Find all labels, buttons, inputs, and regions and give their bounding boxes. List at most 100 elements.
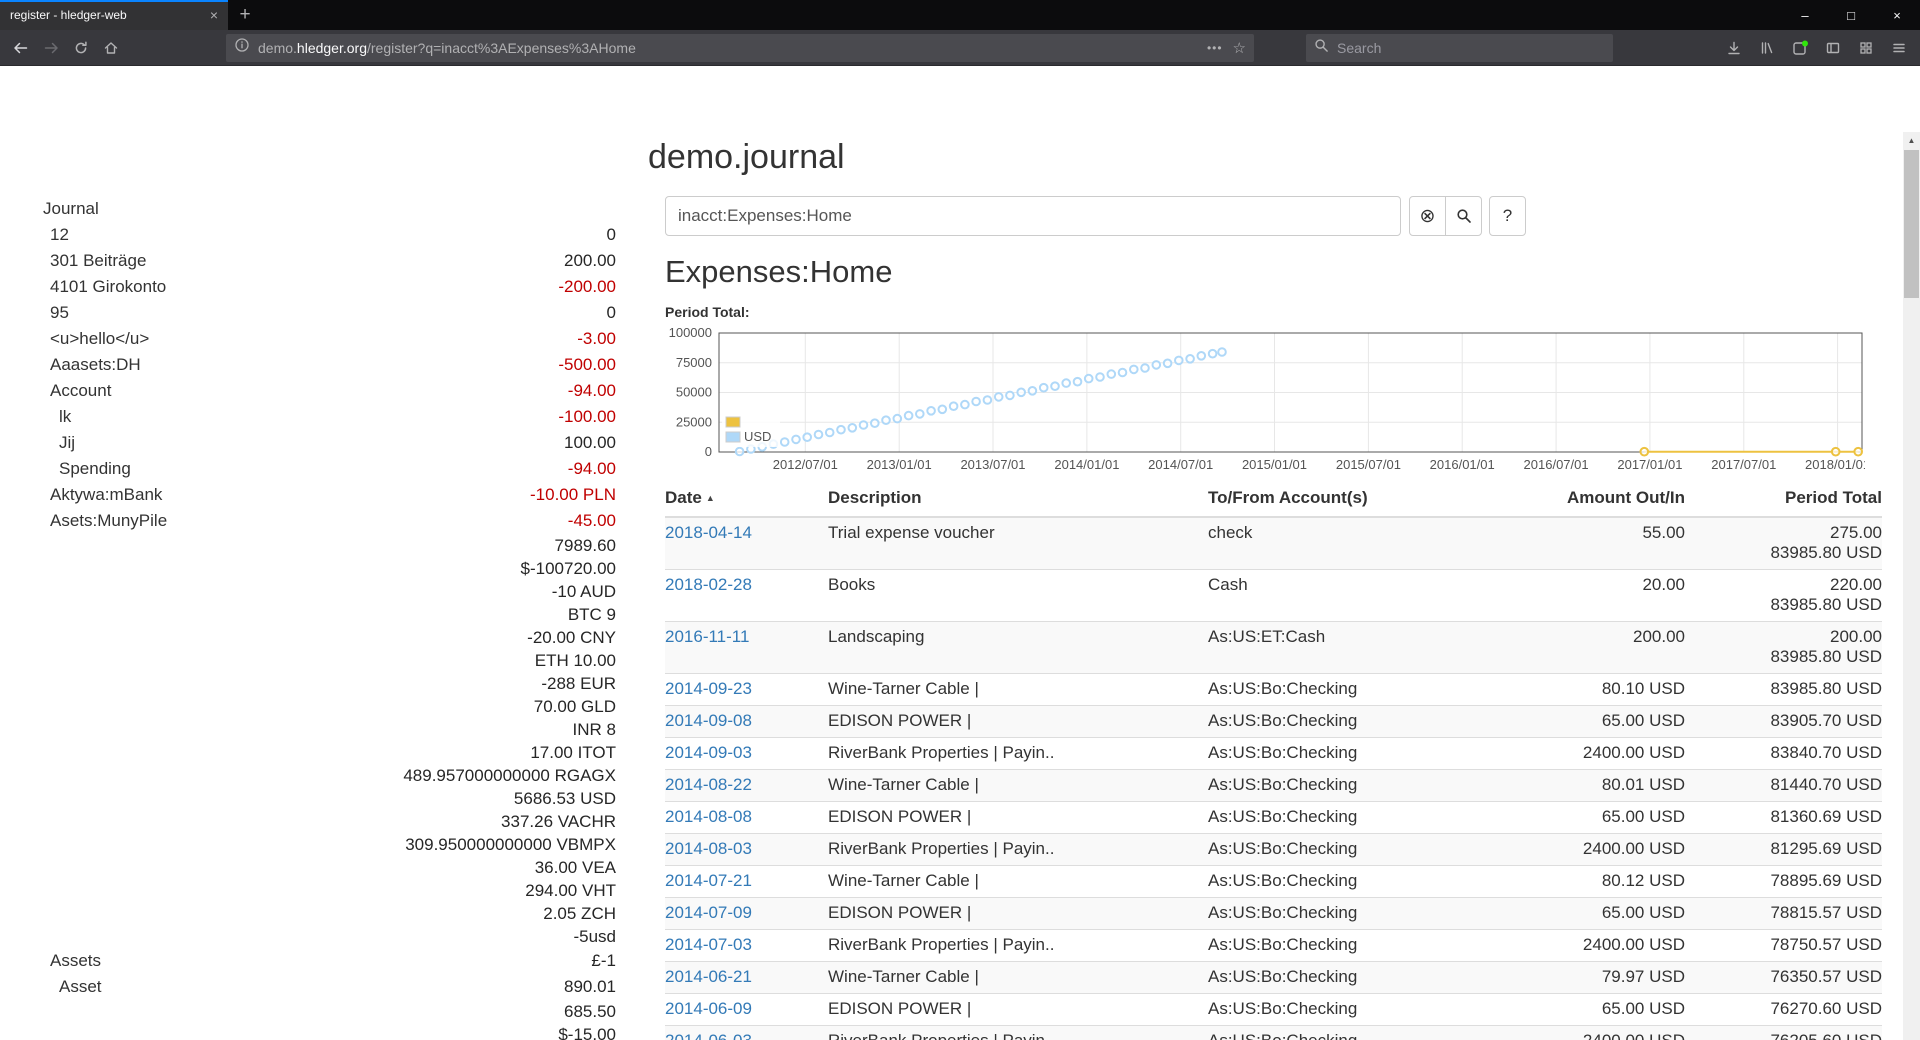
- amount-cell: 65.00 USD: [1601, 903, 1685, 922]
- column-header-description[interactable]: Description: [828, 488, 922, 507]
- tab-close-icon[interactable]: ×: [209, 7, 218, 23]
- description-cell: Landscaping: [828, 627, 925, 646]
- sidebar-journal-link[interactable]: Journal: [43, 199, 99, 218]
- account-balance: 0: [606, 303, 616, 322]
- date-link[interactable]: 2018-04-14: [665, 523, 752, 542]
- page-actions-icon[interactable]: •••: [1206, 40, 1223, 55]
- table-row: 2014-08-22 Wine-Tarner Cable | As:US:Bo:Ch…: [665, 769, 1882, 801]
- clear-query-button[interactable]: ⊗: [1409, 196, 1446, 236]
- svg-text:2017/07/01: 2017/07/01: [1711, 457, 1776, 472]
- date-link[interactable]: 2014-06-09: [665, 999, 752, 1018]
- table-row: 2014-07-09 EDISON POWER | As:US:Bo:Checkin…: [665, 897, 1882, 929]
- account-balance: 2.05 ZCH: [543, 903, 616, 923]
- table-row: 2014-08-08 EDISON POWER | As:US:Bo:Checkin…: [665, 801, 1882, 833]
- account-link[interactable]: 301 Beiträge: [50, 251, 147, 270]
- library-icon[interactable]: [1752, 34, 1782, 62]
- period-total-cell: 76205.60 USD: [1685, 1031, 1882, 1040]
- account-balance: -500.00: [558, 355, 616, 374]
- maximize-button[interactable]: □: [1847, 7, 1855, 23]
- url-bar[interactable]: demo.hledger.org/register?q=inacct%3AExp…: [226, 33, 1254, 62]
- account-balance: BTC 9: [567, 604, 616, 624]
- amount-cell: 2400.00 USD: [1582, 743, 1685, 762]
- account-link[interactable]: Asets:MunyPile: [50, 511, 168, 530]
- amount-cell: 65.00 USD: [1601, 711, 1685, 730]
- account-link[interactable]: <u>hello</u>: [50, 329, 150, 348]
- date-link[interactable]: 2016-11-11: [665, 627, 750, 646]
- url-text[interactable]: demo.hledger.org/register?q=inacct%3AExp…: [258, 39, 636, 56]
- account-link[interactable]: Asset: [59, 977, 102, 996]
- sidebar-account-row: Asets:MunyPile -45.00: [43, 508, 616, 534]
- help-button[interactable]: ?: [1489, 196, 1526, 236]
- home-icon[interactable]: [96, 34, 126, 62]
- sidebar-toggle-icon[interactable]: [1818, 34, 1848, 62]
- site-info-icon[interactable]: [234, 37, 250, 58]
- column-header-date[interactable]: Date ▲: [665, 488, 715, 507]
- date-link[interactable]: 2014-08-08: [665, 807, 752, 826]
- extension-icon[interactable]: [1785, 34, 1815, 62]
- account-link[interactable]: Assets: [50, 951, 102, 970]
- scroll-up-icon[interactable]: ▲: [1907, 136, 1916, 145]
- account-link[interactable]: Jij: [59, 433, 76, 452]
- bookmark-star-icon[interactable]: ☆: [1232, 39, 1246, 57]
- date-link[interactable]: 2014-09-03: [665, 743, 752, 762]
- amount-cell: 2400.00 USD: [1582, 935, 1685, 954]
- date-link[interactable]: 2014-07-09: [665, 903, 752, 922]
- close-button[interactable]: ×: [1893, 7, 1901, 23]
- forward-icon[interactable]: [36, 34, 66, 62]
- account-balance: -94.00: [567, 381, 616, 400]
- sidebar-account-row: 685.50: [43, 1000, 616, 1023]
- page-scrollbar[interactable]: ▲ ▼: [1903, 132, 1920, 1040]
- account-balance: 309.950000000000 VBMPX: [405, 834, 616, 854]
- minimize-button[interactable]: –: [1801, 7, 1809, 23]
- account-link[interactable]: 12: [50, 225, 69, 244]
- account-link[interactable]: Account: [50, 381, 112, 400]
- account-link[interactable]: Aaasets:DH: [50, 355, 141, 374]
- period-total-cell: 78750.57 USD: [1770, 935, 1882, 954]
- download-icon[interactable]: [1719, 34, 1749, 62]
- date-link[interactable]: 2014-09-23: [665, 679, 752, 698]
- query-input[interactable]: [665, 196, 1401, 236]
- amount-cell: 65.00 USD: [1601, 999, 1685, 1018]
- date-link[interactable]: 2014-07-21: [665, 871, 752, 890]
- browser-tab-bar: register - hledger-web × + – □ ×: [0, 0, 1920, 30]
- clear-icon: ⊗: [1419, 205, 1436, 227]
- date-link[interactable]: 2014-06-03: [665, 1031, 752, 1040]
- account-balance: ETH 10.00: [534, 650, 616, 670]
- page-content: demo.journal Journal 12 0 301 Beiträge 200.…: [0, 66, 1920, 1040]
- date-link[interactable]: 2014-08-03: [665, 839, 752, 858]
- magnifier-icon: [1456, 209, 1471, 223]
- date-link[interactable]: 2014-08-22: [665, 775, 752, 794]
- sidebar: Journal 12 0 301 Beiträge 200.00 4101 Giroko…: [43, 196, 616, 1040]
- back-icon[interactable]: [6, 34, 36, 62]
- register-header: Date ▲ Description To/From Account(s) Amo…: [665, 484, 1882, 518]
- grid-icon[interactable]: [1851, 34, 1881, 62]
- description-cell: Trial expense voucher: [828, 523, 995, 542]
- date-link[interactable]: 2014-07-03: [665, 935, 752, 954]
- table-row: 2014-07-03 RiverBank Properties | Payin..…: [665, 929, 1882, 961]
- search-button[interactable]: [1445, 196, 1482, 236]
- page-title: demo.journal: [648, 138, 845, 176]
- account-link[interactable]: lk: [59, 407, 72, 426]
- account-balance: -94.00: [567, 459, 616, 478]
- menu-icon[interactable]: [1884, 34, 1914, 62]
- sidebar-account-row: -5usd: [43, 925, 616, 948]
- column-header-amount[interactable]: Amount Out/In: [1566, 488, 1685, 507]
- account-link[interactable]: Aktywa:mBank: [50, 485, 163, 504]
- help-icon: ?: [1502, 206, 1513, 225]
- browser-search-bar[interactable]: Search: [1306, 33, 1613, 62]
- column-header-account[interactable]: To/From Account(s): [1208, 488, 1368, 507]
- browser-tab[interactable]: register - hledger-web ×: [0, 0, 228, 30]
- date-link[interactable]: 2014-06-21: [665, 967, 752, 986]
- reload-icon[interactable]: [66, 34, 96, 62]
- account-link[interactable]: 95: [50, 303, 69, 322]
- amount-cell: 55.00: [1642, 523, 1685, 542]
- date-link[interactable]: 2018-02-28: [665, 575, 752, 594]
- account-link[interactable]: 4101 Girokonto: [50, 277, 167, 296]
- new-tab-button[interactable]: +: [239, 4, 251, 25]
- column-header-total[interactable]: Period Total: [1785, 488, 1882, 507]
- table-row: 2014-09-23 Wine-Tarner Cable | As:US:Bo:Ch…: [665, 673, 1882, 705]
- date-link[interactable]: 2014-09-08: [665, 711, 752, 730]
- scrollbar-thumb[interactable]: [1904, 150, 1919, 298]
- account-link[interactable]: Spending: [59, 459, 131, 478]
- register-rows: 2018-04-14 Trial expense voucher check 55.0…: [665, 518, 1882, 1040]
